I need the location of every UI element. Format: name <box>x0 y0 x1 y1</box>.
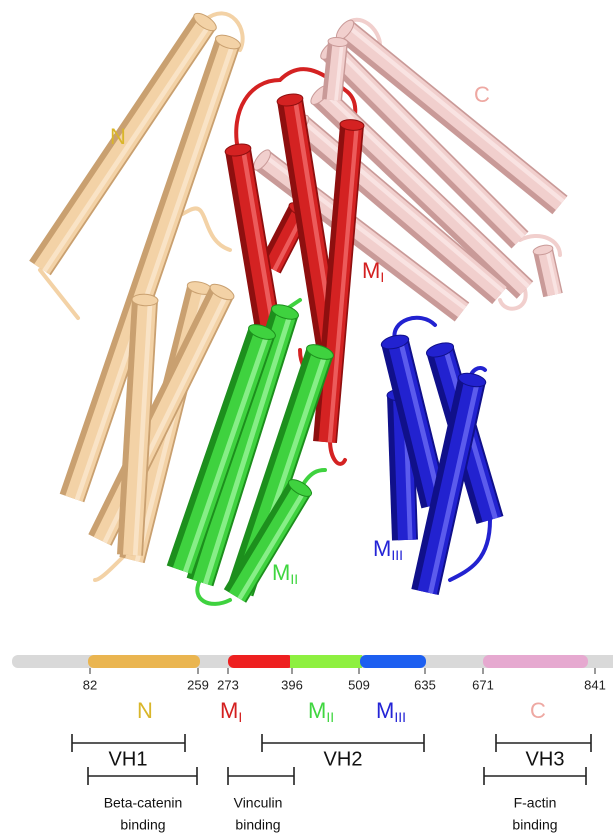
domain-m2: MII <box>308 698 334 725</box>
page: {"structure_labels": {"n": "N", "c": "C"… <box>0 0 613 836</box>
m: M <box>373 536 391 561</box>
m: M <box>376 698 394 723</box>
sub: II <box>326 709 334 725</box>
label-n: N <box>110 124 126 149</box>
domain-m1: MI <box>220 698 242 725</box>
binding-label: F-actin <box>514 795 557 811</box>
position-label: 841 <box>584 677 606 692</box>
domain-c: C <box>530 698 546 723</box>
position-label: 671 <box>472 677 494 692</box>
region-label: VH1 <box>109 748 148 770</box>
sub: III <box>391 547 403 563</box>
domain-m3: MIII <box>376 698 406 725</box>
segment-m1 <box>228 655 294 668</box>
m: M <box>220 698 238 723</box>
domain-n: N <box>137 698 153 723</box>
position-label: 396 <box>281 677 303 692</box>
binding-label: Vinculin <box>234 795 283 811</box>
position-label: 259 <box>187 677 209 692</box>
segment-m2 <box>290 655 362 668</box>
binding-label: binding <box>235 817 280 833</box>
helix <box>325 119 364 443</box>
position-label: 273 <box>217 677 239 692</box>
region-label: VH2 <box>324 748 363 770</box>
label-c: C <box>474 82 490 107</box>
label-m2: MII <box>272 560 298 587</box>
binding-label: Beta-catenin <box>104 795 183 811</box>
binding-label: binding <box>120 817 165 833</box>
m: M <box>308 698 326 723</box>
segment-m3 <box>360 655 426 668</box>
sub: I <box>238 709 242 725</box>
sub: II <box>290 571 298 587</box>
m: M <box>362 258 380 283</box>
position-label: 509 <box>348 677 370 692</box>
binding-label: binding <box>512 817 557 833</box>
position-ticks: 82 259 273 396 509 635 671 841 <box>83 668 606 692</box>
sub: I <box>380 269 384 285</box>
segment-n <box>88 655 200 668</box>
sub: III <box>394 709 406 725</box>
figure: N C MI MII MIII 82259273396509635671841 … <box>0 0 613 836</box>
bracket-binding <box>228 767 294 785</box>
position-label: 82 <box>83 677 97 692</box>
m: M <box>272 560 290 585</box>
segment-c <box>483 655 588 668</box>
helix <box>532 244 557 295</box>
region-label: VH3 <box>526 748 565 770</box>
position-label: 635 <box>414 677 436 692</box>
